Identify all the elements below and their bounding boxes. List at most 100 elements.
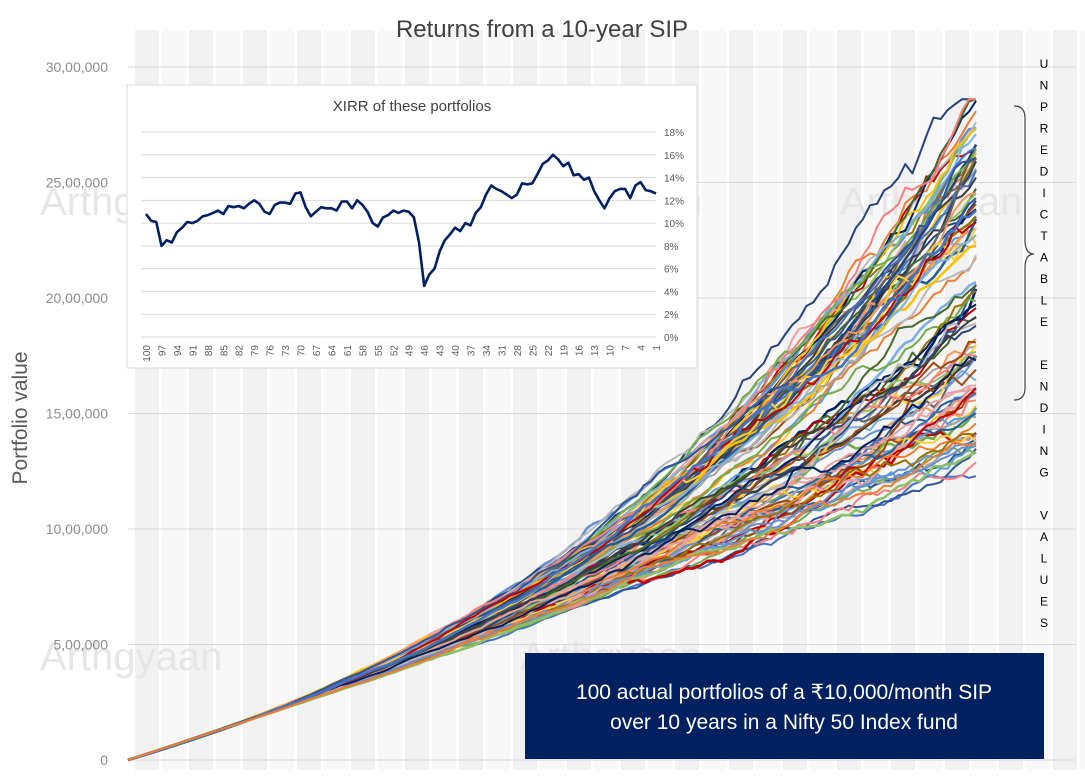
annotation-letter: A: [1040, 251, 1048, 265]
main-y-tick-label: 25,00,000: [46, 175, 108, 191]
inset-x-tick-label: 61: [343, 345, 354, 357]
annotation-letter: T: [1040, 229, 1048, 243]
xirr-inset-chart: XIRR of these portfolios 0%2%4%6%8%10%12…: [126, 84, 698, 369]
background-stripe: [999, 30, 1023, 770]
inset-x-tick-labels: 100 97 94 91 88 85 82 79 76 73 70 67 64 61 58 55 52 49 46 4…: [142, 345, 663, 362]
inset-x-tick-label: 91: [188, 345, 199, 357]
inset-x-tick-label: 49: [405, 345, 416, 357]
inset-chart-title: XIRR of these portfolios: [333, 98, 491, 115]
inset-x-tick-label: 4: [637, 345, 648, 351]
annotation-letter: E: [1040, 595, 1048, 609]
inset-x-tick-label: 13: [590, 345, 601, 357]
annotation-letter: D: [1040, 165, 1049, 179]
annotation-letter: A: [1040, 530, 1048, 544]
annotation-letter: I: [1042, 423, 1045, 437]
annotation-letter: R: [1040, 122, 1049, 136]
inset-x-tick-label: 22: [544, 345, 555, 357]
annotation-letter: I: [1042, 186, 1045, 200]
annotation-letter: U: [1040, 57, 1049, 71]
annotation-letter: E: [1040, 143, 1048, 157]
inset-y-tick-label: 14%: [664, 174, 684, 185]
note-box-line-1: 100 actual portfolios of a ₹10,000/month…: [576, 681, 992, 704]
inset-x-tick-label: 52: [389, 345, 400, 357]
background-stripe: [1026, 30, 1050, 770]
inset-x-tick-label: 43: [436, 345, 447, 357]
annotation-letter: P: [1040, 100, 1048, 114]
inset-x-tick-label: 97: [157, 345, 168, 357]
inset-y-tick-label: 0%: [664, 333, 679, 344]
annotation-letter: B: [1040, 272, 1048, 286]
main-y-tick-label: 15,00,000: [46, 406, 108, 422]
inset-x-tick-label: 58: [358, 345, 369, 357]
inset-x-tick-label: 1: [652, 345, 663, 351]
main-y-tick-label: 10,00,000: [46, 521, 108, 537]
background-stripe: [1053, 30, 1077, 770]
annotation-letter: D: [1040, 401, 1049, 415]
main-y-tick-labels: 0 5,00,000 10,00,000 15,00,000 20,00,000 25,0…: [46, 59, 109, 768]
inset-x-tick-label: 7: [621, 345, 632, 351]
inset-y-tick-label: 4%: [664, 287, 679, 298]
main-chart-title: Returns from a 10-year SIP: [396, 16, 688, 43]
annotation-letter: V: [1040, 509, 1048, 523]
inset-x-tick-label: 73: [281, 345, 292, 357]
annotation-letter: U: [1040, 573, 1049, 587]
inset-x-tick-label: 16: [575, 345, 586, 357]
inset-x-tick-label: 94: [173, 345, 184, 357]
main-y-tick-label: 30,00,000: [46, 59, 108, 75]
inset-x-tick-label: 55: [374, 345, 385, 357]
inset-x-tick-label: 40: [451, 345, 462, 357]
inset-x-tick-label: 10: [606, 345, 617, 357]
main-y-axis-label: Portfolio value: [9, 351, 32, 484]
watermark-text: Arthgyaan: [40, 635, 222, 679]
main-y-tick-label: 20,00,000: [46, 290, 108, 306]
inset-y-tick-label: 8%: [664, 242, 679, 253]
inset-x-tick-label: 82: [235, 345, 246, 357]
main-y-tick-label: 5,00,000: [54, 637, 109, 653]
inset-x-tick-label: 34: [482, 345, 493, 357]
inset-y-tick-label: 12%: [664, 196, 684, 207]
sip-portfolio-line: [127, 441, 977, 761]
annotation-letter: N: [1040, 380, 1049, 394]
annotation-letter: E: [1040, 315, 1048, 329]
note-box: [525, 653, 1044, 759]
inset-x-tick-label: 31: [497, 345, 508, 357]
inset-x-tick-label: 70: [297, 345, 308, 357]
main-series-layer: [127, 98, 978, 762]
annotation-letter: S: [1040, 616, 1048, 630]
inset-y-tick-label: 16%: [664, 151, 684, 162]
main-y-tick-label: 0: [100, 752, 108, 768]
inset-chart-frame: [126, 84, 698, 369]
inset-series-layer: [144, 153, 657, 288]
inset-x-tick-label: 85: [219, 345, 230, 357]
inset-x-tick-label: 28: [513, 345, 524, 357]
inset-y-tick-label: 2%: [664, 310, 679, 321]
inset-x-tick-label: 88: [204, 345, 215, 357]
inset-x-tick-label: 46: [420, 345, 431, 357]
annotation-letter: E: [1040, 358, 1048, 372]
xirr-line: [144, 153, 657, 288]
inset-gridlines: [141, 131, 656, 338]
inset-x-tick-label: 79: [250, 345, 261, 357]
inset-y-tick-label: 6%: [664, 265, 679, 276]
inset-x-tick-label: 37: [467, 345, 478, 357]
inset-x-tick-label: 19: [559, 345, 570, 357]
note-box-line-2: over 10 years in a Nifty 50 Index fund: [610, 711, 958, 734]
annotation-letter: N: [1040, 444, 1049, 458]
background-stripe: [702, 30, 726, 770]
inset-x-tick-label: 64: [327, 345, 338, 357]
inset-y-tick-label: 18%: [664, 128, 684, 139]
inset-y-tick-label: 10%: [664, 219, 684, 230]
annotation-letter: L: [1041, 294, 1048, 308]
inset-x-tick-label: 67: [312, 345, 323, 357]
background-stripe: [1080, 30, 1085, 770]
annotation-letter: L: [1041, 552, 1048, 566]
inset-y-tick-labels: 0% 2% 4% 6% 8% 10% 12% 14% 16% 18%: [664, 128, 684, 344]
inset-x-tick-label: 76: [266, 345, 277, 357]
inset-x-tick-label: 100: [142, 345, 153, 362]
annotation-letter: N: [1040, 79, 1049, 93]
annotation-brace: [1013, 105, 1035, 401]
